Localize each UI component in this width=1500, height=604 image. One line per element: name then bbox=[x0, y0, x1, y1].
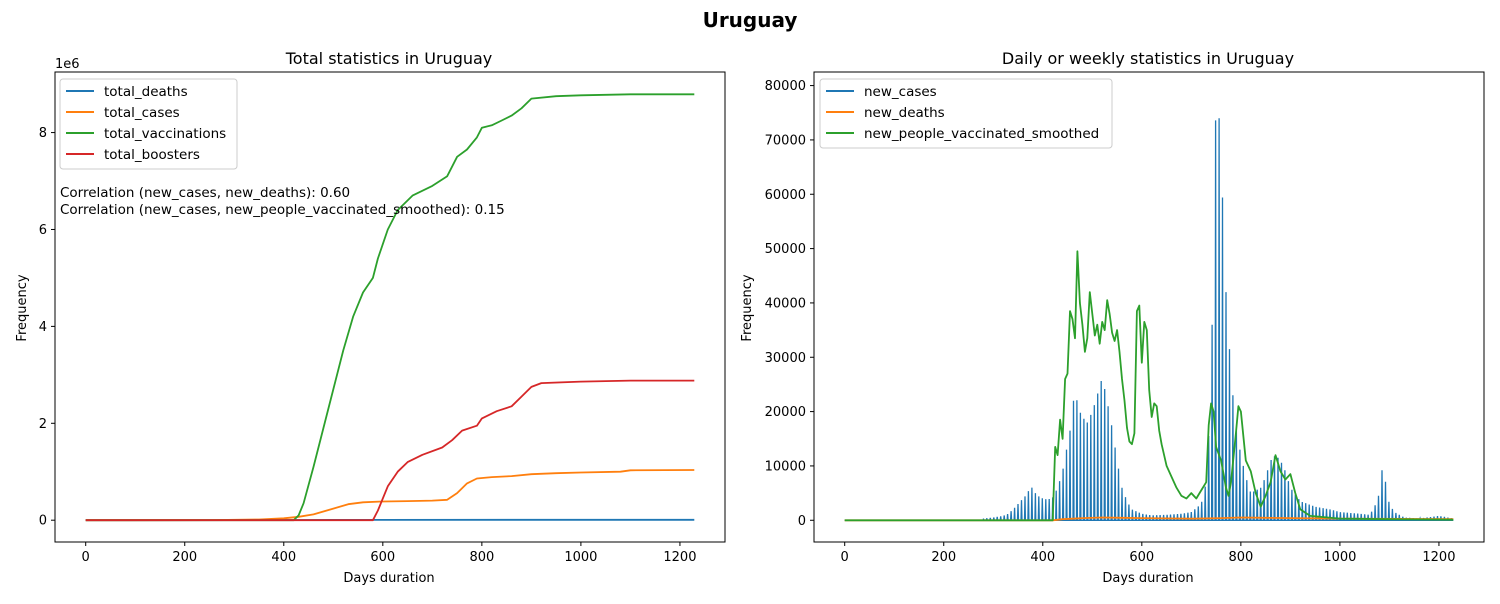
legend-label-total_boosters: total_boosters bbox=[104, 147, 200, 163]
chart-title: Daily or weekly statistics in Uruguay bbox=[1002, 49, 1294, 68]
y-tick-label: 40000 bbox=[765, 296, 806, 311]
y-offset-label: 1e6 bbox=[55, 57, 80, 72]
x-tick-label: 1000 bbox=[1323, 550, 1356, 565]
y-tick-label: 6 bbox=[39, 223, 47, 238]
series-line-total_boosters bbox=[86, 381, 695, 521]
y-tick-label: 30000 bbox=[765, 351, 806, 366]
correlation-note-2: Correlation (new_cases, new_people_vacci… bbox=[60, 202, 505, 218]
chart-title: Total statistics in Uruguay bbox=[285, 49, 493, 68]
x-tick-label: 600 bbox=[370, 550, 395, 565]
x-tick-label: 1000 bbox=[564, 550, 597, 565]
y-tick-label: 0 bbox=[798, 514, 806, 529]
plot-area: 0 200 400 600 800 1000 1200 0 2 4 6 8 total_deathsto… bbox=[39, 72, 725, 565]
x-axis-label: Days duration bbox=[343, 571, 434, 586]
x-tick-label: 800 bbox=[469, 550, 494, 565]
correlation-note-1: Correlation (new_cases, new_deaths): 0.6… bbox=[60, 185, 350, 201]
y-tick-label: 10000 bbox=[765, 459, 806, 474]
y-tick-label: 2 bbox=[39, 417, 47, 432]
x-axis-label: Days duration bbox=[1102, 571, 1193, 586]
legend-label-new_people_vaccinated_smoothed: new_people_vaccinated_smoothed bbox=[864, 126, 1099, 142]
total-statistics-chart: Total statistics in Uruguay 1e6 0 200 400 6… bbox=[15, 49, 725, 586]
x-tick-label: 800 bbox=[1228, 550, 1253, 565]
y-tick-label: 80000 bbox=[765, 79, 806, 94]
daily-statistics-chart: Daily or weekly statistics in Uruguay 0 2… bbox=[740, 49, 1484, 586]
plot-area: 0 200 400 600 800 1000 1200 0 10000 20000 30000 400… bbox=[765, 72, 1484, 565]
figure-title: Uruguay bbox=[703, 8, 798, 32]
legend-label-new_cases: new_cases bbox=[864, 84, 937, 100]
x-tick-label: 1200 bbox=[1422, 550, 1455, 565]
series-line-new_cases bbox=[845, 118, 1454, 520]
x-tick-label: 600 bbox=[1129, 550, 1154, 565]
y-tick-label: 4 bbox=[39, 320, 47, 335]
series-line-total_cases bbox=[86, 470, 695, 520]
y-tick-label: 70000 bbox=[765, 133, 806, 148]
y-tick-label: 20000 bbox=[765, 405, 806, 420]
x-tick-label: 200 bbox=[931, 550, 956, 565]
legend-label-total_vaccinations: total_vaccinations bbox=[104, 126, 226, 142]
x-tick-label: 0 bbox=[82, 550, 90, 565]
y-tick-label: 50000 bbox=[765, 242, 806, 257]
y-tick-label: 8 bbox=[39, 126, 47, 141]
legend-label-total_cases: total_cases bbox=[104, 105, 180, 121]
x-tick-label: 200 bbox=[172, 550, 197, 565]
y-tick-label: 60000 bbox=[765, 188, 806, 203]
x-tick-label: 1200 bbox=[663, 550, 696, 565]
x-tick-label: 400 bbox=[271, 550, 296, 565]
series-line-new_people_vaccinated_smoothed bbox=[845, 251, 1454, 520]
y-tick-label: 0 bbox=[39, 514, 47, 529]
y-axis-label: Frequency bbox=[740, 274, 755, 341]
x-tick-label: 400 bbox=[1030, 550, 1055, 565]
y-axis-label: Frequency bbox=[15, 274, 30, 341]
x-tick-label: 0 bbox=[841, 550, 849, 565]
legend-label-total_deaths: total_deaths bbox=[104, 84, 188, 100]
legend-label-new_deaths: new_deaths bbox=[864, 105, 945, 121]
